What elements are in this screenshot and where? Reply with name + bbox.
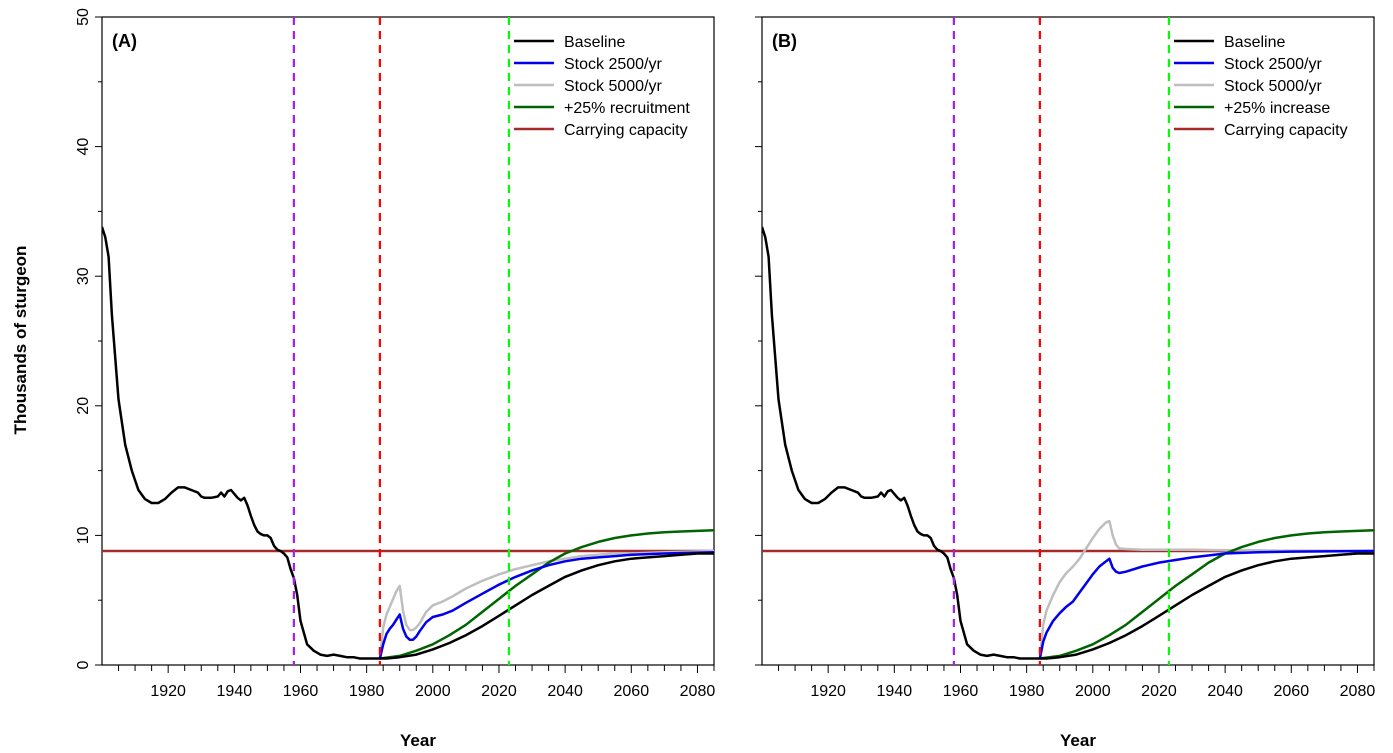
x-tick-label: 2080 [680,683,716,700]
baseline-line [102,226,714,660]
legend-label: Stock 5000/yr [1224,78,1323,95]
x-tick-label: 1940 [217,683,253,700]
y-tick-label: 20 [75,397,92,415]
legend-label: Carrying capacity [564,122,688,139]
stock-2500-line [1038,549,1374,659]
legend-label: +25% recruitment [564,100,690,117]
x-axis-title: Year [400,731,436,750]
increase-25-line [379,528,714,660]
x-tick-label: 1940 [877,683,913,700]
legend: Baseline Stock 2500/yr Stock 5000/yr +25% r… [514,34,690,139]
x-tick-label: 1920 [150,683,186,700]
y-tick-label: 40 [75,138,92,156]
x-tick-label: 2040 [547,683,583,700]
y-tick-label: 50 [75,8,92,26]
x-tick-label: 2040 [1207,683,1243,700]
legend-label: +25% increase [1224,100,1330,117]
baseline-line [762,226,1374,660]
x-tick-label: 2000 [1075,683,1111,700]
x-tick-label: 1980 [1009,683,1045,700]
legend-label: Carrying capacity [1224,122,1348,139]
y-axis-title: Thousands of sturgeon [11,246,30,435]
increase-25-line [1039,528,1374,660]
y-tick-label: 10 [75,526,92,544]
panel-b: 1920 1940 1960 1980 2000 2020 2040 2060 2080 Year… [755,16,1376,750]
x-tick-label: 2080 [1340,683,1376,700]
x-tick-label: 1980 [349,683,385,700]
panel-label: (B) [772,31,797,51]
legend: Baseline Stock 2500/yr Stock 5000/yr +25% i… [1174,34,1348,139]
legend-label: Stock 2500/yr [564,56,663,73]
legend-label: Stock 2500/yr [1224,56,1323,73]
legend-label: Stock 5000/yr [564,78,663,95]
x-tick-label: 2060 [1274,683,1310,700]
x-tick-label: 2060 [614,683,650,700]
x-tick-label: 2000 [415,683,451,700]
stock-5000-line [378,549,714,659]
legend-label: Baseline [1224,34,1285,51]
panel-label: (A) [112,31,137,51]
x-tick-label: 2020 [1141,683,1177,700]
legend-label: Baseline [564,34,625,51]
stock-2500-line [378,550,714,659]
y-tick-label: 30 [75,267,92,285]
x-tick-label: 1960 [283,683,319,700]
x-tick-label: 1920 [810,683,846,700]
stock-5000-line [1038,519,1374,659]
x-tick-label: 1960 [943,683,979,700]
x-axis-title: Year [1060,731,1096,750]
y-tick-label: 0 [75,660,92,669]
panel-a: 0 10 20 30 40 50 1920 1940 1960 1980 2000 2020 2040 2… [75,8,715,750]
x-tick-label: 2020 [481,683,517,700]
